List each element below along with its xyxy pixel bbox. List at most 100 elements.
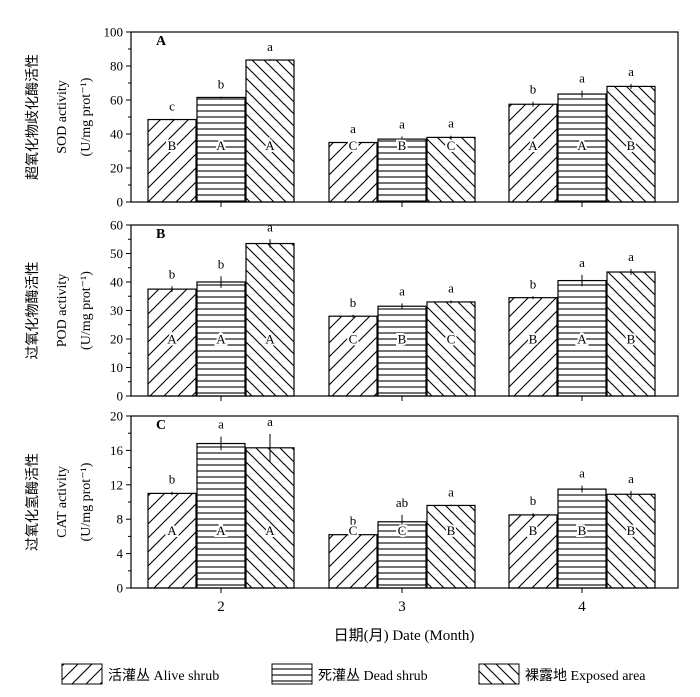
bar-dead-shrub bbox=[557, 279, 607, 397]
bar-dead-shrub bbox=[196, 442, 246, 589]
panel-letter: B bbox=[156, 227, 165, 242]
y-tick-label: 8 bbox=[117, 512, 124, 527]
group-letter: B bbox=[398, 138, 407, 153]
y-tick-label: 12 bbox=[110, 477, 123, 492]
legend-swatch-exposed-area bbox=[478, 663, 520, 685]
significance-letter: a bbox=[628, 64, 634, 79]
group-letter: A bbox=[167, 332, 177, 347]
bar-alive-shrub bbox=[508, 514, 558, 589]
bar-alive-shrub bbox=[328, 315, 378, 397]
group-letter: A bbox=[216, 523, 226, 538]
significance-letter: a bbox=[267, 219, 273, 234]
y-tick-label: 40 bbox=[110, 275, 123, 290]
group-letter: A bbox=[167, 523, 177, 538]
group-letter: B bbox=[529, 523, 538, 538]
group-letter: C bbox=[398, 523, 407, 538]
bar-exposed-area bbox=[426, 504, 476, 589]
group-letter: B bbox=[627, 138, 636, 153]
group-letter: A bbox=[528, 138, 538, 153]
y-tick-label: 30 bbox=[110, 303, 123, 318]
significance-letter: a bbox=[267, 414, 273, 429]
significance-letter: a bbox=[267, 39, 273, 54]
legend-swatch-alive-shrub bbox=[61, 663, 103, 685]
x-axis-label: 日期(月) Date (Month) bbox=[334, 627, 475, 644]
significance-letter: b bbox=[169, 472, 176, 487]
legend: 活灌丛 Alive shrub 死灌丛 Dead shrub 裸露地 Expos… bbox=[61, 663, 646, 685]
group-letter: B bbox=[447, 523, 456, 538]
group-letter: A bbox=[265, 138, 275, 153]
group-letter: C bbox=[349, 523, 358, 538]
bar-alive-shrub bbox=[508, 297, 558, 397]
group-letter: B bbox=[168, 138, 177, 153]
significance-letter: ab bbox=[396, 495, 408, 510]
y-tick-label: 50 bbox=[110, 246, 123, 261]
significance-letter: a bbox=[448, 116, 454, 131]
y-tick-label: 100 bbox=[104, 25, 124, 40]
legend-label-dead-shrub: 死灌丛 Dead shrub bbox=[318, 668, 428, 684]
significance-letter: a bbox=[448, 485, 454, 500]
bar-exposed-area bbox=[426, 136, 476, 203]
significance-letter: a bbox=[399, 283, 405, 298]
legend-swatch-dead-shrub bbox=[271, 663, 313, 685]
bar-dead-shrub bbox=[557, 488, 607, 589]
panel-letter: A bbox=[156, 34, 167, 49]
group-letter: B bbox=[529, 332, 538, 347]
group-letter: B bbox=[578, 523, 587, 538]
y-tick-label: 16 bbox=[110, 443, 124, 458]
significance-letter: b bbox=[350, 295, 357, 310]
panel-c: 0 4 8 12 16 20 C 过氧化氢酶活性 CAT activity (U/mg prot⁻… bbox=[25, 409, 679, 615]
significance-letter: a bbox=[579, 255, 585, 270]
y-axis-label: SOD activity bbox=[55, 80, 70, 154]
bar-exposed-area bbox=[245, 59, 295, 203]
y-axis-label-cn: 超氧化物歧化酶活性 bbox=[25, 54, 41, 180]
group-letter: A bbox=[216, 138, 226, 153]
group-letter: A bbox=[577, 332, 587, 347]
legend-label-exposed-area: 裸露地 Exposed area bbox=[525, 668, 646, 684]
panel-letter: C bbox=[156, 418, 166, 433]
panel-b: 0 10 20 30 40 50 60 B 过氧化物酶活性 POD activity (U/mg p… bbox=[25, 218, 679, 404]
y-axis-label-cn: 过氧化物酶活性 bbox=[25, 262, 41, 360]
y-axis-label: POD activity bbox=[55, 274, 70, 348]
y-tick-label: 80 bbox=[110, 59, 123, 74]
y-tick-label: 60 bbox=[110, 93, 123, 108]
y-tick-label: 0 bbox=[117, 195, 124, 210]
group-letter: C bbox=[447, 138, 456, 153]
x-tick-label: 2 bbox=[217, 599, 225, 615]
bar-alive-shrub bbox=[147, 288, 197, 397]
group-letter: A bbox=[265, 523, 275, 538]
group-letter: C bbox=[349, 332, 358, 347]
bar-exposed-area bbox=[245, 242, 295, 397]
bar-exposed-area bbox=[426, 301, 476, 397]
y-tick-label: 40 bbox=[110, 127, 123, 142]
significance-letter: b bbox=[218, 256, 225, 271]
significance-letter: c bbox=[169, 99, 175, 114]
significance-letter: a bbox=[448, 281, 454, 296]
y-axis-label: CAT activity bbox=[55, 466, 70, 538]
y-tick-label: 10 bbox=[110, 360, 123, 375]
significance-letter: a bbox=[628, 471, 634, 486]
bar-alive-shrub bbox=[147, 118, 197, 203]
y-tick-label: 0 bbox=[117, 581, 124, 596]
y-tick-label: 20 bbox=[110, 409, 123, 424]
x-tick-label: 4 bbox=[578, 599, 586, 615]
significance-letter: a bbox=[350, 121, 356, 136]
significance-letter: b bbox=[530, 82, 537, 97]
significance-letter: a bbox=[399, 117, 405, 132]
significance-letter: a bbox=[218, 417, 224, 432]
group-letter: C bbox=[349, 138, 358, 153]
bar-dead-shrub bbox=[377, 305, 427, 397]
group-letter: B bbox=[627, 332, 636, 347]
bar-exposed-area bbox=[606, 493, 656, 589]
bar-exposed-area bbox=[245, 447, 295, 589]
y-tick-label: 20 bbox=[110, 332, 123, 347]
group-letter: B bbox=[398, 332, 407, 347]
y-axis-unit: (U/mg prot⁻¹) bbox=[79, 271, 94, 350]
group-letter: A bbox=[265, 332, 275, 347]
bar-alive-shrub bbox=[147, 492, 197, 589]
significance-letter: a bbox=[579, 71, 585, 86]
significance-letter: b bbox=[530, 276, 537, 291]
y-tick-label: 0 bbox=[117, 389, 124, 404]
bar-exposed-area bbox=[606, 271, 656, 397]
y-tick-label: 60 bbox=[110, 218, 123, 233]
